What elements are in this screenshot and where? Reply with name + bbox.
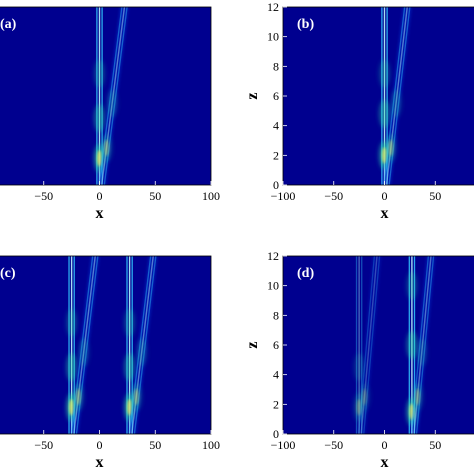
x-tick-label: 100 <box>202 438 220 452</box>
intensity-peak <box>106 89 118 118</box>
panel-label: (b) <box>297 17 314 32</box>
intensity-peak <box>406 331 418 359</box>
x-tick-label: 50 <box>429 189 441 203</box>
y-axis-label: z <box>244 341 261 348</box>
x-tick-label: 100 <box>202 189 220 203</box>
y-tick-label: 8 <box>273 59 279 73</box>
heatmap-background <box>0 256 211 434</box>
intensity-peak <box>353 353 365 382</box>
y-tick-label: 12 <box>267 249 279 263</box>
y-tick-label: 6 <box>273 338 279 352</box>
y-tick-label: 0 <box>273 178 279 192</box>
intensity-peak <box>78 338 90 367</box>
y-tick-label: 2 <box>273 397 279 411</box>
intensity-peak <box>390 89 402 118</box>
panel-1: −50 0 50 100 x (a) <box>0 6 220 222</box>
x-tick-label: 50 <box>149 189 161 203</box>
x-axis-label: x <box>381 205 389 222</box>
y-tick-label: 10 <box>267 30 279 44</box>
x-tick-label: 0 <box>97 438 103 452</box>
intensity-peak <box>379 59 390 88</box>
x-axis-label: x <box>381 454 389 471</box>
x-axis-label: x <box>96 454 104 471</box>
panel-label: (d) <box>297 266 314 281</box>
x-tick-label: −100 <box>271 438 296 452</box>
x-tick-label: 0 <box>382 438 388 452</box>
x-tick-label: 0 <box>97 189 103 203</box>
y-tick-label: 12 <box>267 0 279 14</box>
panel-2: −100 −50 0 50 0 2 4 6 8 10 12 x z (b) <box>244 0 474 222</box>
intensity-peak <box>416 338 428 367</box>
x-tick-label: 50 <box>149 438 161 452</box>
intensity-peak <box>124 308 136 337</box>
panel-label: (a) <box>0 17 17 32</box>
intensity-peak <box>124 353 136 382</box>
y-tick-label: 4 <box>273 368 279 382</box>
y-tick-label: 2 <box>273 148 279 162</box>
beam-2 <box>356 256 382 434</box>
beam-4 <box>127 256 158 434</box>
intensity-peak <box>94 104 105 133</box>
panel-label: (c) <box>0 266 16 281</box>
y-tick-label: 8 <box>273 308 279 322</box>
y-tick-label: 6 <box>273 89 279 103</box>
beam-4 <box>409 256 436 434</box>
x-axis-label: x <box>96 205 104 222</box>
y-axis-label: z <box>244 92 261 99</box>
y-tick-label: 10 <box>267 279 279 293</box>
panel-3: −50 0 50 100 x (c) <box>0 255 220 471</box>
beam-2 <box>69 256 100 434</box>
x-tick-label: −50 <box>324 438 343 452</box>
beam-3 <box>124 256 136 434</box>
intensity-peak <box>379 99 390 128</box>
intensity-peak <box>94 59 105 88</box>
x-tick-label: −100 <box>271 189 296 203</box>
intensity-peak <box>136 338 148 367</box>
x-tick-label: −50 <box>34 189 53 203</box>
heatmap-background <box>283 7 474 185</box>
intensity-peak <box>66 353 78 382</box>
panel-4: −100 −50 0 50 0 2 4 6 8 10 12 x z (d) <box>244 249 474 471</box>
beam-2 <box>97 7 129 185</box>
x-tick-label: 50 <box>429 438 441 452</box>
intensity-peak <box>406 271 418 300</box>
y-tick-label: 0 <box>273 427 279 441</box>
x-tick-label: −50 <box>324 189 343 203</box>
x-tick-label: 0 <box>382 189 388 203</box>
beam-2 <box>382 7 412 185</box>
x-tick-label: −50 <box>34 438 53 452</box>
intensity-peak <box>66 308 78 337</box>
y-tick-label: 4 <box>273 119 279 133</box>
